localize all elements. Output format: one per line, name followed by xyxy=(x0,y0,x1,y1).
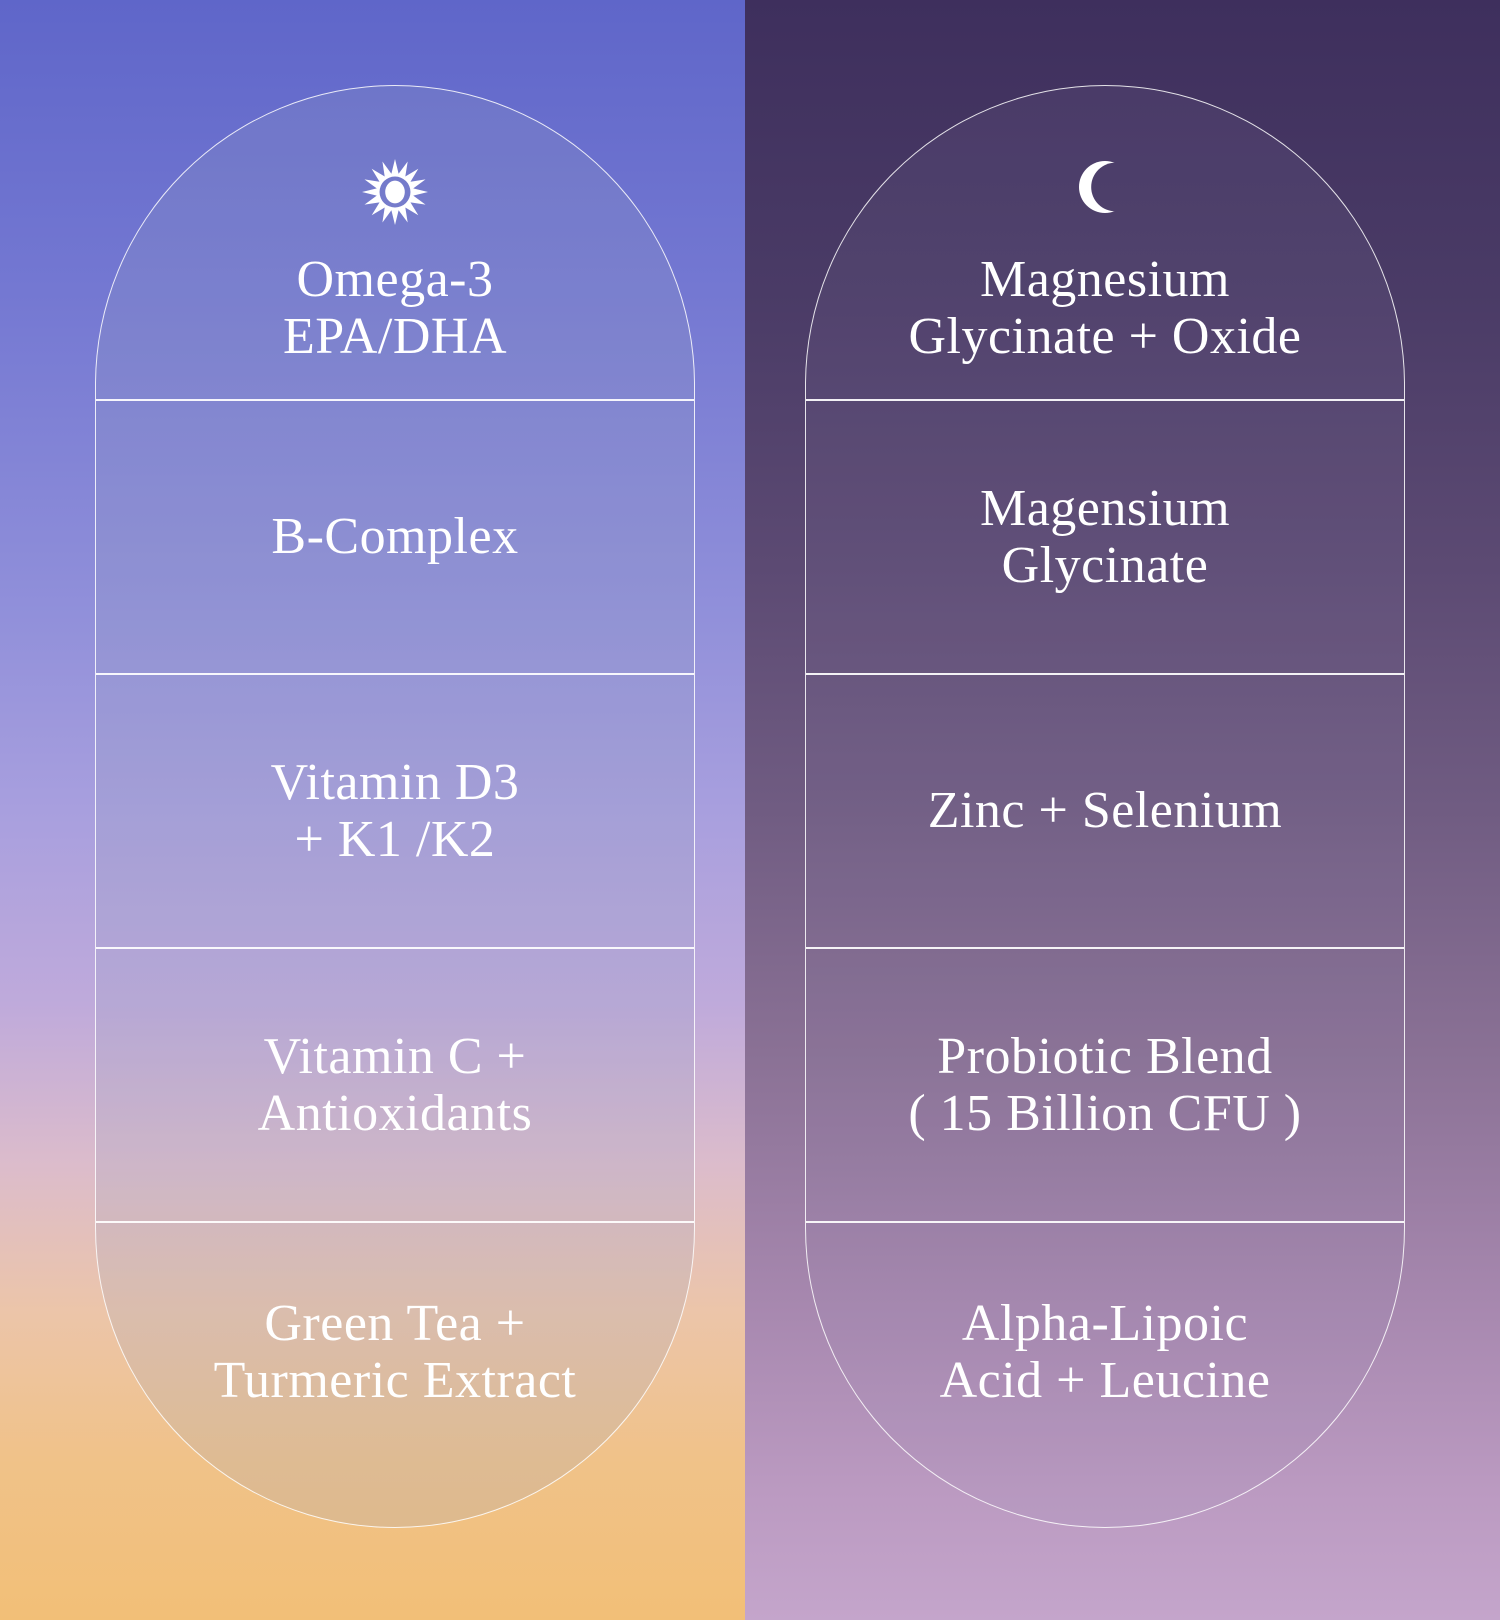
supplement-label: Alpha-Lipoic Acid + Leucine xyxy=(940,1295,1271,1409)
capsule-cell: Vitamin D3 + K1 /K2 xyxy=(96,673,694,947)
label-line: Vitamin C + xyxy=(263,1027,527,1085)
capsule-cell: Probiotic Blend ( 15 Billion CFU ) xyxy=(806,947,1404,1221)
label-line: Magnesium xyxy=(979,250,1230,308)
supplement-label: Magnesium Glycinate + Oxide xyxy=(908,251,1301,365)
supplement-label: Probiotic Blend ( 15 Billion CFU ) xyxy=(908,1028,1301,1142)
capsule-cell: Alpha-Lipoic Acid + Leucine xyxy=(806,1221,1404,1527)
moon-icon xyxy=(1079,149,1131,225)
label-line: Glycinate xyxy=(1001,537,1209,594)
label-line: + K1 /K2 xyxy=(294,811,496,868)
capsule-cell: Vitamin C + Antioxidants xyxy=(96,947,694,1221)
supplement-label: Vitamin C + Antioxidants xyxy=(258,1028,533,1142)
label-line: Alpha-Lipoic xyxy=(961,1294,1249,1352)
sun-icon xyxy=(362,158,428,225)
capsule-cell: B-Complex xyxy=(96,399,694,673)
supplement-label: B-Complex xyxy=(271,508,518,565)
label-line: Probiotic Blend xyxy=(937,1027,1273,1085)
label-line: Antioxidants xyxy=(257,1085,533,1142)
capsule-cell: Omega-3 EPA/DHA xyxy=(96,86,694,399)
supplement-label: Zinc + Selenium xyxy=(928,782,1283,839)
label-line: Acid + Leucine xyxy=(939,1352,1271,1409)
label-line: Turmeric Extract xyxy=(213,1352,577,1409)
supplement-label: Vitamin D3 + K1 /K2 xyxy=(271,754,520,868)
supplement-label: Magensium Glycinate xyxy=(980,480,1230,594)
capsule-cell: Zinc + Selenium xyxy=(806,673,1404,947)
capsule-cell: Green Tea + Turmeric Extract xyxy=(96,1221,694,1527)
capsule-cell: Magnesium Glycinate + Oxide xyxy=(806,86,1404,399)
label-line: Magensium xyxy=(979,479,1231,537)
label-line: Glycinate + Oxide xyxy=(908,307,1302,365)
supplement-label: Green Tea + Turmeric Extract xyxy=(214,1295,577,1409)
label-line: B-Complex xyxy=(271,508,519,566)
day-capsule: Omega-3 EPA/DHA B-Complex Vitamin D3 + K… xyxy=(95,85,695,1528)
night-capsule: Magnesium Glycinate + Oxide Magensium Gl… xyxy=(805,85,1405,1528)
label-line: Vitamin D3 xyxy=(270,753,520,811)
label-line: EPA/DHA xyxy=(282,307,508,365)
label-line: ( 15 Billion CFU ) xyxy=(908,1085,1302,1142)
label-line: Omega-3 xyxy=(296,250,494,308)
capsule-cell: Magensium Glycinate xyxy=(806,399,1404,673)
label-line: Green Tea + xyxy=(264,1294,526,1352)
supplement-label: Omega-3 EPA/DHA xyxy=(283,251,507,365)
label-line: Zinc + Selenium xyxy=(927,782,1283,840)
